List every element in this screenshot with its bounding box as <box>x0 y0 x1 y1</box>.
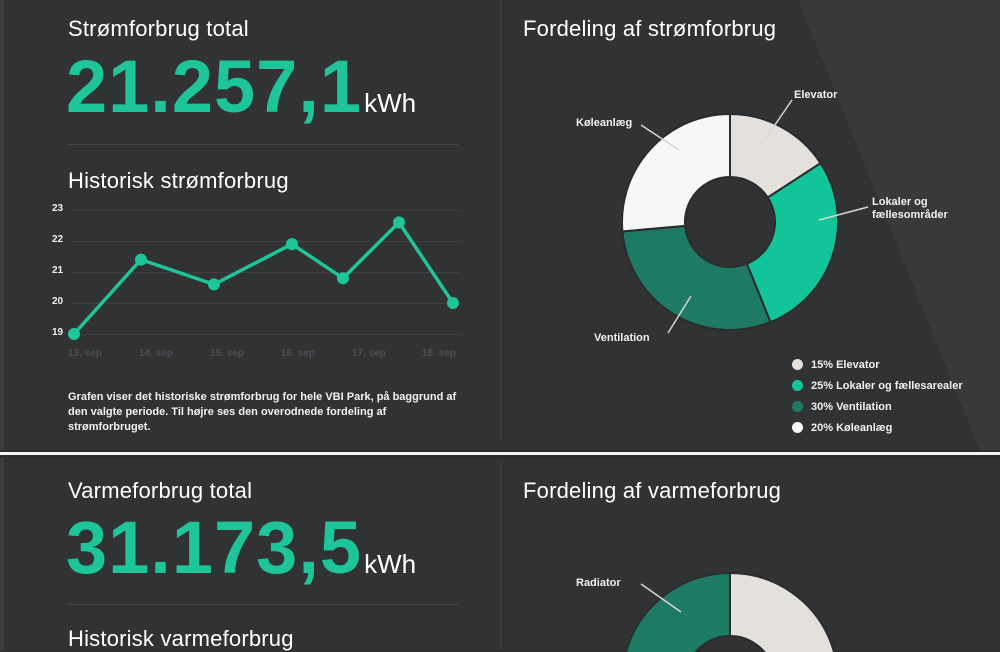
heating-distribution-title: Fordeling af varmeforbrug <box>523 478 782 503</box>
data-point <box>208 278 220 291</box>
data-point <box>393 216 405 229</box>
y-tick: 20 <box>52 296 64 307</box>
x-tick: 15. sep <box>210 348 244 359</box>
electricity-line-chart <box>68 216 459 340</box>
slice-label-koeleanlaeg: Køleanlæg <box>576 117 633 129</box>
data-point <box>447 297 459 309</box>
legend-item-elevator: 15% Elevator <box>792 354 963 375</box>
section-divider <box>0 450 1000 458</box>
panel-divider <box>500 0 501 440</box>
data-point <box>68 328 80 340</box>
slice-label-lokaler-line2: fællesområder <box>872 209 948 221</box>
slice-label-radiator: Radiator <box>576 577 621 589</box>
electricity-total-title: Strømforbrug total <box>68 16 249 41</box>
panel-divider <box>500 462 501 650</box>
slice-label-lokaler: Lokaler og fællesområder <box>872 196 948 222</box>
separator <box>68 144 458 145</box>
slice-label-lokaler-line1: Lokaler og <box>872 196 928 208</box>
heating-total-number: 31.173,5 <box>66 506 363 589</box>
data-point <box>337 272 349 285</box>
heating-history-title: Historisk varmeforbrug <box>68 626 294 651</box>
y-tick: 23 <box>52 203 64 214</box>
legend-dot-icon <box>792 422 803 433</box>
heating-total-unit: kWh <box>364 549 417 579</box>
legend-dot-icon <box>792 401 803 412</box>
legend-dot-icon <box>792 380 803 391</box>
electricity-description: Grafen viser det historiske strømforbrug… <box>68 391 457 433</box>
x-tick: 13. sep <box>68 348 102 359</box>
data-point <box>286 238 298 251</box>
legend-item-lokaler: 25% Lokaler og fællesarealer <box>792 375 963 396</box>
electricity-total-unit: kWh <box>364 88 417 118</box>
electricity-total-value: 21.257,1kWh <box>66 50 416 124</box>
legend-label: 30% Ventilation <box>811 400 892 413</box>
y-tick: 19 <box>52 327 64 338</box>
y-tick: 21 <box>52 265 64 276</box>
data-point <box>135 253 147 266</box>
x-tick: 17. sep <box>352 348 386 359</box>
electricity-history-title: Historisk strømforbrug <box>68 168 289 193</box>
legend-dot-icon <box>792 359 803 370</box>
legend-label: 25% Lokaler og fællesarealer <box>811 379 963 392</box>
gridline-21 <box>70 272 460 273</box>
heating-total-value: 31.173,5kWh <box>66 511 416 585</box>
heating-total-title: Varmeforbrug total <box>68 478 253 503</box>
gridline-23 <box>70 210 460 211</box>
electricity-donut-chart <box>621 99 869 334</box>
electricity-distribution-title: Fordeling af strømforbrug <box>523 16 777 41</box>
gridline-22 <box>70 241 460 242</box>
y-tick: 22 <box>52 234 64 245</box>
x-tick: 14. sep <box>139 348 173 359</box>
legend-item-ventilation: 30% Ventilation <box>792 396 963 417</box>
legend-label: 15% Elevator <box>811 358 880 371</box>
gridline-20 <box>70 303 460 304</box>
legend-item-koeleanlaeg: 20% Køleanlæg <box>792 417 963 438</box>
electricity-legend: 15% Elevator 25% Lokaler og fællesareale… <box>792 354 963 438</box>
separator <box>68 604 458 605</box>
slice-label-ventilation: Ventilation <box>594 332 650 344</box>
x-tick: 18. sep <box>422 348 456 359</box>
legend-label: 20% Køleanlæg <box>811 421 893 434</box>
electricity-total-number: 21.257,1 <box>66 45 363 128</box>
slice-label-elevator: Elevator <box>794 89 838 101</box>
gridline-19 <box>70 334 460 335</box>
x-tick: 16. sep <box>281 348 315 359</box>
